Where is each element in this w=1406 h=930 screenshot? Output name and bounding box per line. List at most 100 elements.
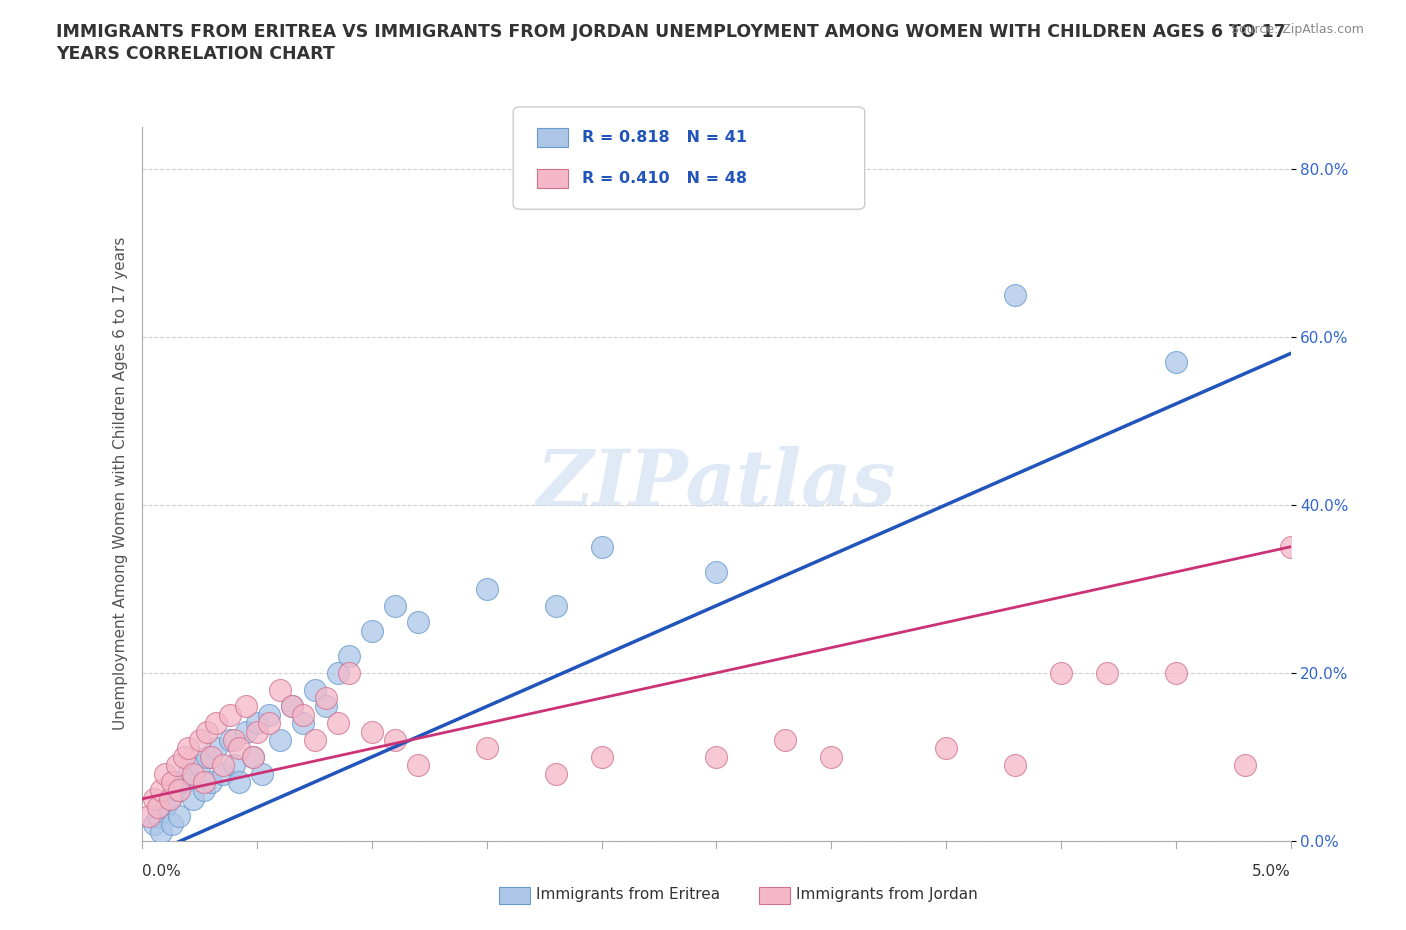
Point [142, 817, 165, 831]
Point [326, 716, 349, 731]
Point [224, 758, 246, 773]
Point [269, 683, 291, 698]
Text: ZIPatlas: ZIPatlas [537, 445, 896, 522]
Point [304, 683, 326, 698]
Text: 5.0%: 5.0% [1251, 864, 1291, 879]
Point [204, 716, 226, 731]
Point [235, 699, 257, 714]
Point [337, 648, 360, 663]
Point [544, 766, 567, 781]
Text: YEARS CORRELATION CHART: YEARS CORRELATION CHART [56, 45, 335, 62]
Text: 0.0%: 0.0% [142, 864, 181, 879]
Point [1004, 287, 1026, 302]
Text: Source: ZipAtlas.com: Source: ZipAtlas.com [1230, 23, 1364, 36]
Text: IMMIGRANTS FROM ERITREA VS IMMIGRANTS FROM JORDAN UNEMPLOYMENT AMONG WOMEN WITH : IMMIGRANTS FROM ERITREA VS IMMIGRANTS FR… [56, 23, 1286, 41]
Point [1095, 665, 1118, 680]
Point [406, 615, 429, 630]
Point [177, 766, 200, 781]
Point [211, 766, 233, 781]
Point [235, 724, 257, 739]
Point [361, 623, 384, 638]
Point [1279, 539, 1302, 554]
Point [224, 733, 246, 748]
Point [166, 783, 188, 798]
Point [211, 758, 233, 773]
Point [315, 699, 337, 714]
Point [250, 766, 273, 781]
Point [775, 733, 797, 748]
Point [149, 783, 172, 798]
Point [200, 775, 222, 790]
Point [246, 716, 269, 731]
Point [280, 699, 302, 714]
Point [242, 750, 264, 764]
Point [242, 750, 264, 764]
Point [384, 598, 406, 613]
Point [149, 825, 172, 840]
Point [138, 808, 160, 823]
Point [166, 758, 188, 773]
Point [160, 775, 183, 790]
Point [155, 800, 177, 815]
Point [155, 766, 177, 781]
Point [257, 708, 280, 723]
Point [148, 808, 170, 823]
Point [218, 733, 240, 748]
Point [820, 750, 842, 764]
Point [195, 724, 218, 739]
Point [315, 691, 337, 706]
Point [188, 758, 211, 773]
Point [304, 733, 326, 748]
Point [326, 665, 349, 680]
Point [1233, 758, 1256, 773]
Point [173, 750, 195, 764]
Point [181, 766, 204, 781]
Text: Immigrants from Jordan: Immigrants from Jordan [796, 887, 977, 902]
Point [193, 775, 215, 790]
Point [181, 791, 204, 806]
Point [218, 708, 240, 723]
Point [475, 741, 498, 756]
Point [257, 716, 280, 731]
Point [591, 539, 613, 554]
Point [204, 741, 226, 756]
Point [591, 750, 613, 764]
Point [337, 665, 360, 680]
Point [177, 741, 200, 756]
Point [1164, 354, 1187, 369]
Point [292, 716, 315, 731]
Point [406, 758, 429, 773]
Point [292, 708, 315, 723]
Text: R = 0.818   N = 41: R = 0.818 N = 41 [582, 130, 747, 145]
Point [706, 750, 728, 764]
Point [246, 724, 269, 739]
Text: R = 0.410   N = 48: R = 0.410 N = 48 [582, 171, 747, 186]
Point [228, 775, 250, 790]
Point [160, 817, 183, 831]
Point [167, 808, 190, 823]
Y-axis label: Unemployment Among Women with Children Ages 6 to 17 years: Unemployment Among Women with Children A… [114, 237, 128, 730]
Point [269, 733, 291, 748]
Point [173, 775, 195, 790]
Point [1004, 758, 1026, 773]
Point [1050, 665, 1073, 680]
Point [148, 800, 170, 815]
Text: Immigrants from Eritrea: Immigrants from Eritrea [536, 887, 720, 902]
Point [280, 699, 302, 714]
Point [188, 733, 211, 748]
Point [193, 783, 215, 798]
Point [1164, 665, 1187, 680]
Point [200, 750, 222, 764]
Point [142, 791, 165, 806]
Point [159, 791, 181, 806]
Point [159, 791, 181, 806]
Point [195, 750, 218, 764]
Point [706, 565, 728, 579]
Point [544, 598, 567, 613]
Point [475, 581, 498, 596]
Point [167, 783, 190, 798]
Point [361, 724, 384, 739]
Point [228, 741, 250, 756]
Point [384, 733, 406, 748]
Point [935, 741, 957, 756]
